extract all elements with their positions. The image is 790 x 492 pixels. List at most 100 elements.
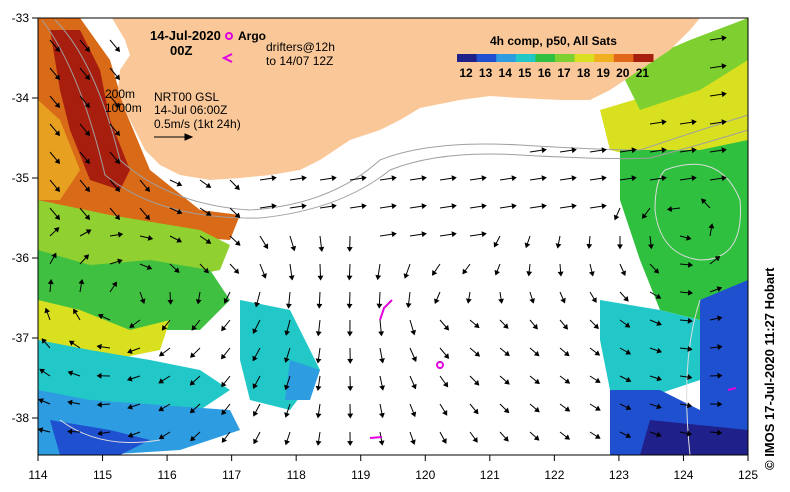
current-arrowhead [203,267,209,274]
current-arrowhead [601,147,607,154]
current-arrowhead [189,407,196,414]
x-tick-label: 114 [28,468,47,482]
current-arrowhead [564,434,571,440]
current-arrowhead [223,298,230,304]
current-arrowhead [221,325,227,332]
current-arrowhead [111,281,118,288]
current-arrowhead [405,302,412,309]
current-arrowhead [73,308,79,315]
current-arrowhead [347,358,354,364]
current-arrowhead [190,352,196,358]
current-arrowhead [271,203,277,210]
current-arrowhead [594,433,601,439]
colorbar-title: 4h comp, p50, All Sats [490,34,617,48]
current-arrowhead [84,158,91,165]
current-arrowhead [176,181,183,187]
colorbar-tick-label: 13 [479,66,493,80]
current-arrowhead [534,406,540,413]
current-arrowhead [54,46,61,53]
current-arrowhead [625,432,632,439]
current-arrowhead [504,379,510,385]
current-arrowhead [717,344,723,351]
current-arrowhead [594,350,601,356]
current-arrowhead [158,406,165,412]
current-arrowhead [129,322,135,328]
current-arrowhead [721,147,727,154]
current-arrowhead [144,186,151,193]
current-arrowhead [347,441,354,447]
bathymetry-contours [41,19,749,219]
current-arrowhead [473,380,480,386]
current-arrowhead [641,213,648,219]
current-arrowhead [376,303,383,309]
current-arrowhead [67,428,73,435]
current-arrowhead [114,158,121,165]
current-arrowhead [586,243,593,250]
current-arrowhead [481,203,487,210]
current-arrowhead [167,299,174,305]
current-arrowhead [593,323,599,330]
x-tick-label: 124 [673,468,693,482]
current-arrowhead [221,409,227,416]
current-arrowhead [391,175,397,182]
current-arrowhead [205,182,212,188]
axis-ticks [32,17,749,461]
current-arrowhead [472,436,478,443]
drifters-to-label: to 14/07 12Z [266,54,333,68]
current-arrowhead [114,46,121,53]
argo-float-marker-icon [225,32,444,369]
colorbar-tick-label: 14 [499,66,513,80]
current-arrowhead [205,238,212,244]
colorbar-swatch [613,54,634,62]
current-arrowhead [205,210,212,216]
current-arrowhead [410,329,417,336]
current-arrowhead [714,255,721,262]
current-arrowhead [331,203,337,210]
current-arrowhead [620,270,627,277]
credit-text: © IMOS 17-Jul-2020 11:27 Hobart [762,267,777,471]
current-arrowhead [410,411,417,418]
current-arrowhead [288,275,295,281]
current-arrowhead [271,175,277,182]
drifter-track-icon [221,53,737,439]
current-arrowhead [717,429,723,436]
current-arrowhead [378,440,385,446]
current-arrowhead [481,175,487,182]
current-arrowhead [656,320,662,326]
map-time: 00Z [170,43,192,58]
y-tick-label: -38 [12,411,30,425]
current-arrowhead [234,240,241,246]
current-arrowhead [434,298,440,305]
current-arrowhead [717,315,723,322]
current-scale-label: 0.5m/s (1kt 24h) [154,117,241,131]
current-arrowhead [78,278,85,285]
colorbar-tick-label: 21 [636,66,650,80]
current-arrowhead [315,440,322,446]
current-arrowhead [301,203,307,210]
y-tick-label: -36 [12,251,30,265]
current-arrowhead [410,439,416,445]
current-arrowhead [691,175,697,182]
current-arrowhead [54,186,61,193]
current-arrowhead [114,102,121,109]
current-arrowhead [526,271,533,277]
x-tick-label: 116 [158,468,177,482]
current-arrowhead [511,203,517,210]
contour-1000m-label: 1000m [105,101,142,115]
x-tick-label: 120 [415,468,435,482]
current-arrowhead [571,147,577,154]
current-arrowhead [315,385,322,391]
colorbar-swatch [633,54,654,62]
current-arrowhead [661,147,667,154]
colorbar-tick-label: 17 [557,66,571,80]
current-arrowhead [533,350,540,357]
current-arrowhead [378,331,385,337]
current-arrowhead [601,203,607,210]
current-arrowhead [656,347,663,354]
current-arrowhead [41,338,47,344]
current-arrowhead [67,370,74,377]
current-arrowhead [443,324,450,331]
current-arrowhead [687,374,693,381]
x-tick-label: 118 [287,468,306,482]
